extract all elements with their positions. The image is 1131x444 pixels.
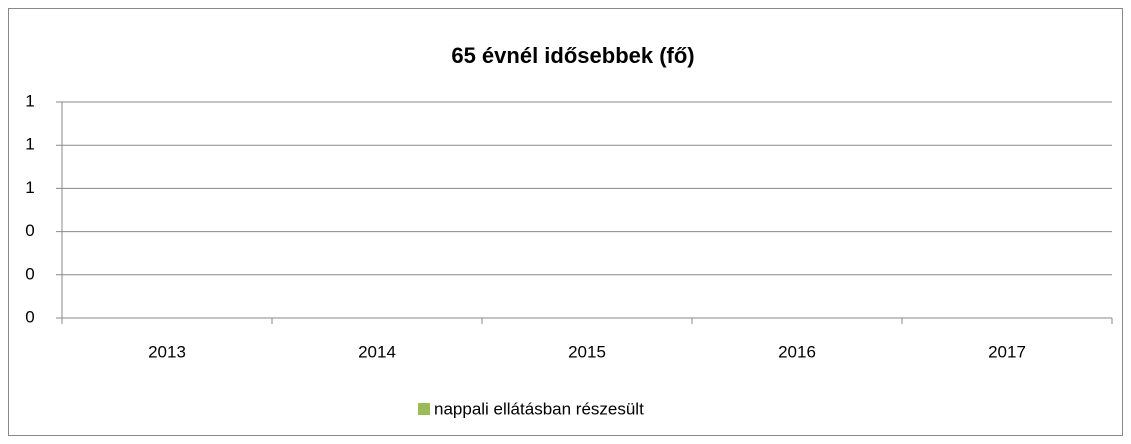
chart-border <box>8 8 1123 436</box>
x-tick-label: 2016 <box>778 342 816 361</box>
x-tick-label: 2015 <box>568 342 606 361</box>
x-tick-label: 2014 <box>358 342 396 361</box>
y-tick-label: 0 <box>25 307 34 326</box>
chart-title: 65 évnél idősebbek (fő) <box>451 43 694 68</box>
y-tick-label: 1 <box>25 135 34 154</box>
x-tick-label: 2013 <box>148 342 186 361</box>
legend-swatch <box>418 403 430 415</box>
y-tick-label: 0 <box>25 264 34 283</box>
y-tick-label: 1 <box>25 178 34 197</box>
y-tick-label: 1 <box>25 91 34 110</box>
legend-label: nappali ellátásban részesült <box>434 399 644 418</box>
x-tick-label: 2017 <box>988 342 1026 361</box>
y-tick-label: 0 <box>25 221 34 240</box>
